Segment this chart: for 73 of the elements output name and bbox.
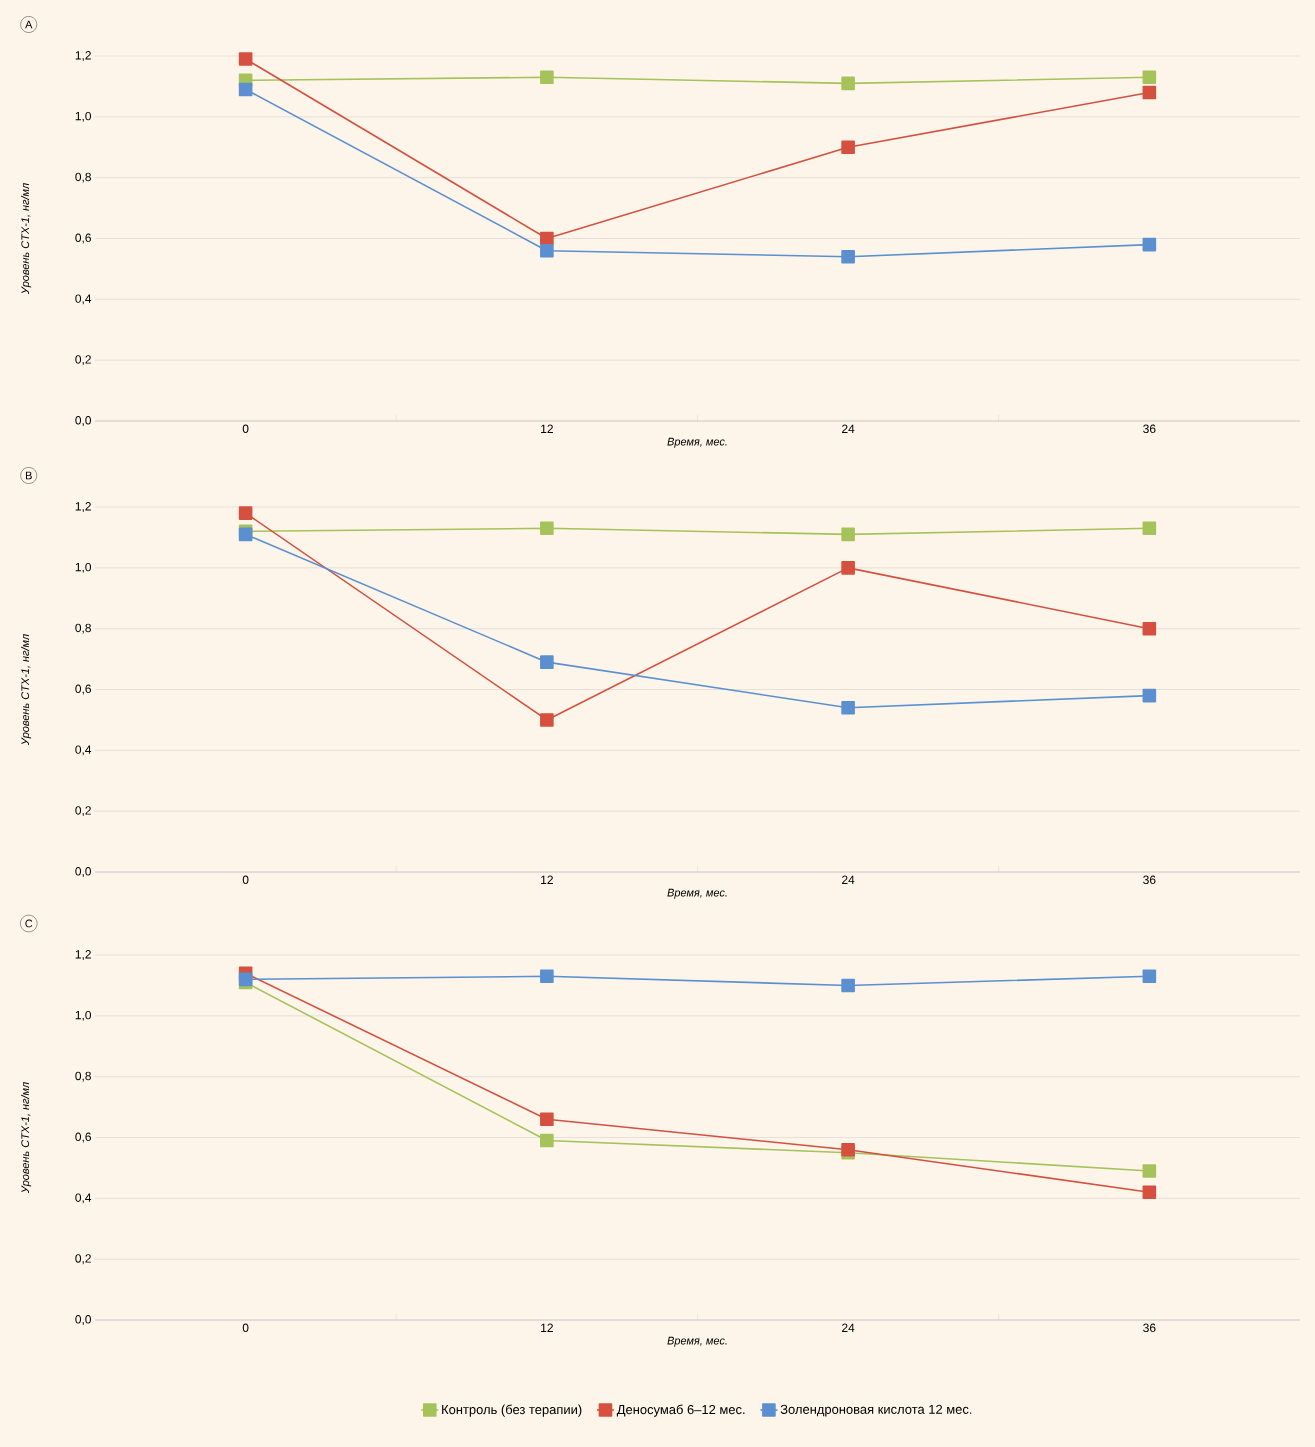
- y-tick-label: 0,8: [75, 172, 91, 183]
- point: [238, 52, 253, 66]
- point: [540, 231, 554, 246]
- x-tick-label: 0: [242, 424, 249, 433]
- x-tick-label: 36: [1143, 1323, 1156, 1332]
- y-tick-label: 0,0: [75, 416, 92, 426]
- y-tick-label: 0,2: [75, 806, 91, 817]
- point: [1142, 969, 1157, 984]
- y-tick-label: 0,4: [75, 745, 92, 756]
- y-tick-label: 0,8: [75, 623, 91, 634]
- y-tick-label: 0,8: [75, 1071, 91, 1082]
- y-tick-label: 0,2: [75, 355, 91, 366]
- point: [841, 978, 855, 993]
- y-axis-title: Уровень CTX-1, нг/мл: [21, 634, 32, 746]
- point: [841, 561, 855, 575]
- point: [841, 140, 855, 155]
- point: [540, 521, 554, 536]
- y-tick-label: 1,0: [75, 1010, 92, 1021]
- point: [1142, 237, 1157, 252]
- y-tick-label: 0,0: [75, 867, 92, 877]
- y-tick-label: 0,6: [75, 1132, 91, 1143]
- point: [841, 249, 855, 264]
- point: [540, 1112, 554, 1127]
- point: [1142, 521, 1157, 536]
- x-tick-label: 0: [242, 875, 249, 884]
- x-tick-label: 0: [242, 1323, 249, 1332]
- x-axis-title: Время, мес.: [667, 888, 727, 899]
- y-tick-label: 0,0: [75, 1315, 92, 1325]
- y-tick-label: 1,2: [75, 51, 91, 61]
- legend-label: Деносумаб 6–12 мес.: [616, 1404, 745, 1417]
- point: [540, 70, 554, 85]
- point: [1142, 688, 1157, 703]
- x-axis-title: Время, мес.: [667, 1336, 727, 1347]
- x-tick-label: 36: [1143, 875, 1156, 884]
- y-tick-label: 0,2: [75, 1254, 91, 1265]
- point: [1142, 1185, 1157, 1200]
- point: [540, 713, 554, 727]
- x-axis-title: Время, мес.: [667, 437, 727, 448]
- point: [841, 76, 855, 91]
- y-tick-label: 0,6: [75, 233, 91, 244]
- chart-title: B: [25, 471, 32, 480]
- point: [540, 243, 554, 258]
- point: [841, 700, 855, 715]
- point: [1142, 85, 1157, 100]
- x-tick-label: 24: [842, 875, 855, 884]
- legend-label: Контроль (без терапии): [442, 1404, 582, 1417]
- legend-label: Золендроновая кислота 12 мес.: [780, 1404, 972, 1417]
- y-tick-label: 1,2: [75, 502, 91, 512]
- chart-title: A: [25, 20, 33, 29]
- point: [540, 655, 554, 669]
- x-tick-label: 12: [541, 1323, 553, 1332]
- point: [540, 1133, 554, 1148]
- point: [238, 82, 253, 97]
- point: [540, 969, 554, 984]
- y-tick-label: 1,0: [75, 562, 92, 573]
- y-axis-title: Уровень CTX-1, нг/мл: [21, 1082, 32, 1194]
- x-tick-label: 24: [842, 1323, 855, 1332]
- x-tick-label: 12: [541, 424, 553, 433]
- y-tick-label: 0,4: [75, 294, 92, 305]
- y-tick-label: 0,6: [75, 684, 91, 695]
- point: [1142, 621, 1157, 636]
- x-tick-label: 24: [842, 424, 855, 433]
- y-tick-label: 0,4: [75, 1193, 92, 1204]
- x-tick-label: 36: [1143, 424, 1156, 433]
- point: [1142, 1164, 1157, 1178]
- point: [1142, 70, 1157, 85]
- y-axis-title: Уровень CTX-1, нг/мл: [21, 183, 32, 295]
- chart-title: C: [25, 919, 33, 928]
- y-tick-label: 1,0: [75, 111, 92, 122]
- x-tick-label: 12: [541, 875, 553, 884]
- point: [238, 506, 253, 520]
- y-tick-label: 1,2: [75, 950, 91, 960]
- point: [841, 527, 855, 542]
